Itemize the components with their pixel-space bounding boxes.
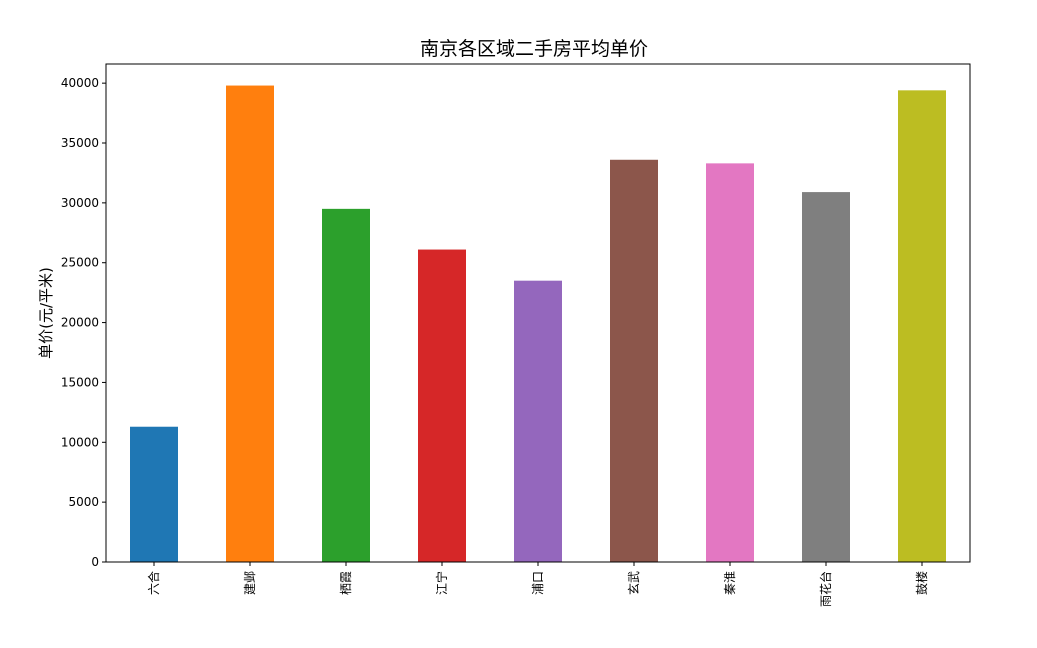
y-tick-label: 5000 <box>68 495 99 509</box>
y-tick-label: 35000 <box>61 136 99 150</box>
y-tick-label: 15000 <box>61 375 99 389</box>
x-tick-label: 建邺 <box>243 571 257 595</box>
y-tick-label: 40000 <box>61 76 99 90</box>
x-axis-ticks: 六合 建邺 栖霞 江宁 浦口 玄武 秦淮 雨花台 鼓楼 <box>146 562 929 607</box>
y-axis-ticks: 0 5000 10000 15000 20000 25000 30000 35000 40000 <box>61 76 106 569</box>
y-axis-label: 单价(元/平米) <box>37 267 55 359</box>
y-tick-label: 25000 <box>61 256 99 270</box>
y-tick-label: 20000 <box>61 316 99 330</box>
y-tick-label: 10000 <box>61 435 99 449</box>
bar-2 <box>322 208 370 563</box>
x-tick-label: 鼓楼 <box>914 571 929 595</box>
bar-8 <box>898 90 946 562</box>
chart-title: 南京各区域二手房平均单价 <box>420 38 648 60</box>
bar-7 <box>802 192 850 562</box>
x-tick-label: 浦口 <box>531 571 545 595</box>
bar-6 <box>706 163 754 562</box>
x-tick-label: 六合 <box>146 571 161 595</box>
bar-3 <box>418 249 466 562</box>
x-tick-label: 玄武 <box>626 571 641 595</box>
x-tick-label: 栖霞 <box>338 571 353 595</box>
bars-group <box>130 85 946 563</box>
bar-1 <box>226 85 274 562</box>
plot-frame <box>105 63 971 563</box>
x-tick-label: 雨花台 <box>818 571 833 607</box>
bar-4 <box>514 280 562 562</box>
bar-0 <box>130 426 178 562</box>
y-tick-label: 0 <box>91 555 99 569</box>
x-tick-label: 江宁 <box>434 571 449 595</box>
bar-5 <box>610 159 658 562</box>
x-tick-label: 秦淮 <box>723 571 737 595</box>
y-tick-label: 30000 <box>61 196 99 210</box>
